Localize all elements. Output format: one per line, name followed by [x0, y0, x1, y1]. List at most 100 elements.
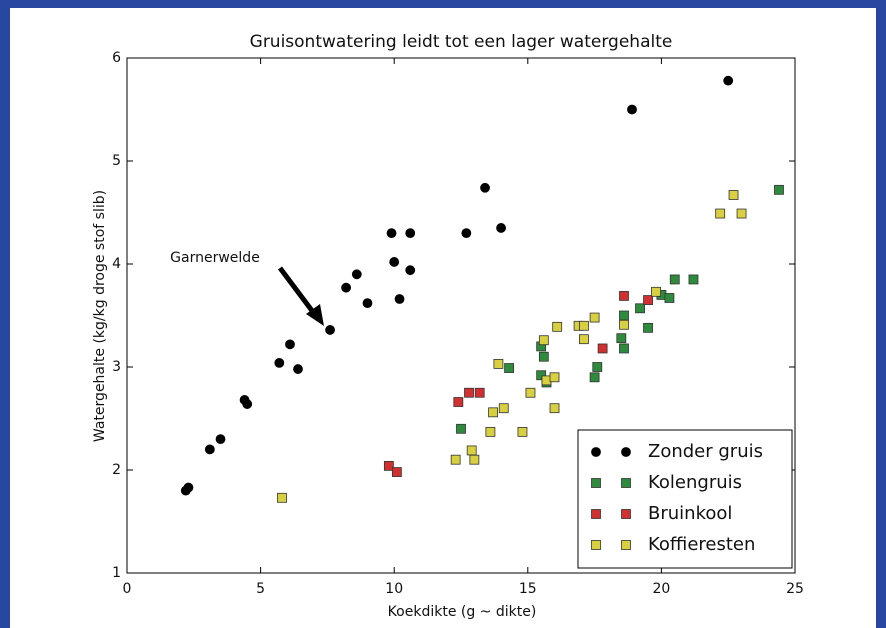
y-tick-label: 6	[112, 50, 121, 66]
x-tick-label: 20	[652, 581, 670, 597]
y-tick-label: 3	[112, 359, 121, 375]
chart-title: Gruisontwatering leidt tot een lager wat…	[250, 32, 673, 52]
point	[469, 454, 480, 465]
point	[619, 319, 629, 330]
annotation-arrow	[278, 266, 318, 318]
legend-label: Kolengruis	[648, 472, 742, 493]
y-tick-label: 2	[112, 462, 121, 478]
point	[664, 293, 675, 303]
legend-marker	[591, 540, 601, 550]
point	[480, 182, 490, 193]
point	[394, 294, 405, 304]
point	[464, 387, 474, 398]
point	[488, 407, 498, 418]
point	[579, 320, 589, 331]
x-tick-label: 5	[256, 581, 265, 597]
point	[549, 372, 560, 383]
point	[579, 334, 589, 345]
point	[643, 322, 653, 333]
legend-marker	[591, 478, 601, 488]
point	[597, 343, 608, 354]
point	[538, 335, 549, 346]
x-tick-label: 15	[519, 581, 537, 597]
point	[619, 310, 629, 321]
point	[274, 357, 285, 368]
point	[498, 403, 509, 414]
legend-marker	[621, 447, 631, 457]
annotation-arrowhead	[306, 304, 324, 326]
x-axis-label: Koekdikte (g ~ dikte)	[388, 604, 537, 620]
point	[525, 387, 536, 398]
point	[405, 265, 416, 276]
point	[386, 228, 397, 239]
legend-marker	[621, 509, 631, 519]
point	[517, 426, 528, 437]
y-axis-label: Watergehalte (kg/kg droge stof slib)	[92, 190, 108, 442]
point	[589, 372, 600, 383]
point	[485, 426, 496, 437]
legend-box	[577, 429, 793, 569]
point	[589, 312, 600, 323]
point	[466, 445, 477, 456]
point	[643, 295, 653, 305]
point	[688, 274, 699, 285]
point	[341, 282, 352, 293]
point	[450, 454, 461, 465]
legend-marker	[591, 509, 601, 519]
point	[538, 351, 549, 362]
legend-label: Koffieresten	[648, 534, 755, 555]
point	[493, 359, 504, 369]
point	[504, 363, 514, 373]
point	[277, 492, 287, 503]
plot-area	[126, 57, 796, 574]
point	[496, 223, 506, 233]
point	[293, 364, 303, 374]
point	[405, 228, 416, 239]
point	[389, 257, 400, 267]
point	[362, 298, 373, 309]
legend-label: Bruinkool	[648, 503, 732, 524]
x-tick-label: 0	[123, 581, 132, 597]
point	[474, 387, 485, 398]
frame-left	[0, 0, 10, 628]
point	[461, 228, 472, 239]
point	[715, 208, 726, 219]
point	[619, 343, 629, 354]
frame-top	[0, 0, 886, 8]
y-tick-label: 5	[112, 153, 121, 169]
point	[669, 274, 680, 285]
point	[619, 291, 629, 301]
point	[736, 208, 747, 219]
legend-label: Zonder gruis	[648, 441, 763, 462]
point	[391, 467, 402, 477]
point	[351, 269, 362, 280]
point	[456, 423, 466, 434]
x-tick-label: 10	[385, 581, 403, 597]
point	[204, 444, 215, 455]
annotation: Garnerwelde	[170, 250, 260, 266]
point	[325, 325, 335, 335]
point	[383, 460, 394, 471]
y-tick-label: 1	[112, 565, 121, 581]
point	[592, 362, 603, 372]
point	[242, 399, 253, 409]
legend-marker	[621, 478, 631, 488]
point	[183, 482, 194, 493]
point	[651, 286, 661, 297]
point	[215, 434, 226, 445]
point	[723, 75, 734, 86]
frame-right	[876, 0, 886, 628]
point	[285, 339, 295, 350]
point	[616, 333, 627, 344]
point	[549, 403, 560, 414]
legend-marker	[591, 447, 601, 457]
point	[635, 303, 645, 314]
x-tick-label: 25	[786, 581, 804, 597]
point	[774, 184, 784, 195]
point	[552, 321, 563, 332]
point	[536, 370, 547, 381]
y-tick-label: 4	[112, 256, 121, 272]
point	[453, 397, 464, 407]
point	[627, 104, 637, 115]
